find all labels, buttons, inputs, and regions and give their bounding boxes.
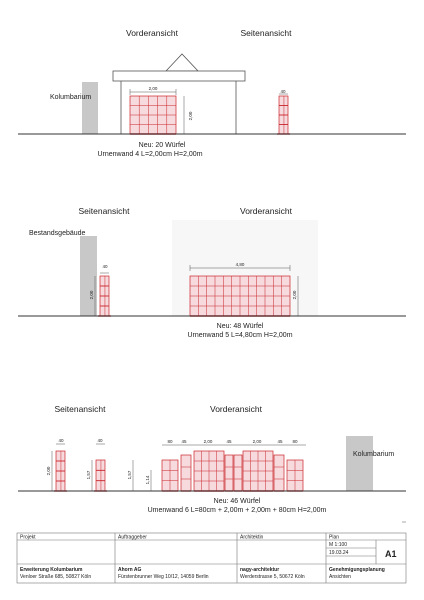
- s2-dim-side: 40: [102, 264, 108, 269]
- s3-dim-top-1: 45: [181, 439, 187, 444]
- s2-caption-2: Urnenwand 5 L=4,80cm H=2,00m: [187, 332, 292, 339]
- s3-dim-top-2: 2,00: [204, 439, 213, 444]
- tb-client-address: Fürstenbrunner Weg 10/12, 14059 Berlin: [118, 574, 209, 580]
- tb-plan-number: A1: [385, 549, 397, 559]
- tb-architect-address: Werderstrasse 5, 50672 Köln: [240, 574, 305, 580]
- s1-dim-height: 2,00: [188, 111, 193, 120]
- s3-wall-center-left: [193, 450, 225, 492]
- tb-scale: M 1:100: [329, 542, 347, 548]
- s3-existing-columbarium: [346, 436, 373, 491]
- s3-dim-top-6: 80: [292, 439, 298, 444]
- s3-side-dim-lines: [51, 451, 93, 491]
- tb-header-project: Projekt: [20, 535, 36, 541]
- s2-dim-height-left: 2,00: [89, 290, 94, 299]
- s1-cube-grid: [129, 95, 177, 135]
- s1-dim-width: 2,00: [149, 86, 158, 91]
- s3-dim-side-a: 40: [58, 438, 64, 443]
- s3-dim-top-5: 45: [277, 439, 283, 444]
- tb-plan-content: Ansichten: [329, 574, 351, 580]
- s3-side-stack-a: [54, 450, 67, 492]
- s1-side-wall: [277, 93, 290, 135]
- s3-wall-step-right: [273, 454, 285, 492]
- s3-dim-side-b: 40: [97, 438, 103, 443]
- tb-architect-name: nagy-architektur: [240, 567, 279, 573]
- tb-client-name: Ahorn AG: [118, 567, 142, 573]
- s1-side-stack: [277, 95, 290, 135]
- tb-project-name: Erweiterung Kolumbarium: [20, 567, 83, 573]
- s2-dim-height-right: 2,00: [292, 290, 297, 299]
- s1-front-wall: [129, 95, 177, 135]
- tb-header-plan: Plan: [329, 535, 339, 541]
- s3-wall-center-right: [242, 450, 274, 492]
- s3-dim-h-a: 2,00: [46, 466, 51, 475]
- s3-side-view-title: Seitenansicht: [54, 404, 106, 414]
- s2-front-dims: [189, 265, 299, 316]
- s1-existing-label: Kolumbarium: [50, 94, 91, 101]
- tb-project-address: Venloer Straße 685, 50827 Köln: [20, 574, 91, 580]
- s3-dim-top-3: 45: [226, 439, 232, 444]
- s3-wall-step-left: [180, 454, 192, 492]
- s3-front-view-title: Vorderansicht: [210, 404, 263, 414]
- s3-dim-top-0: 80: [167, 439, 173, 444]
- s2-caption-1: Neu: 48 Würfel: [217, 323, 264, 330]
- s1-dim-side: 40: [280, 89, 286, 94]
- s2-side-view-title: Seitenansicht: [78, 206, 130, 216]
- s3-wall-outer-right: [286, 459, 304, 492]
- title-block: [16, 532, 407, 584]
- s3-front-walls: [161, 450, 304, 492]
- s3-dim-h-d: 1,14: [145, 475, 150, 484]
- s1-front-dims: [129, 89, 185, 134]
- s1-front-view-title: Vorderansicht: [126, 28, 179, 38]
- s2-existing-label: Bestandsgebäude: [29, 230, 86, 237]
- s3-dim-h-c: 1,57: [127, 470, 132, 479]
- s3-front-dims: [132, 444, 306, 491]
- s2-side-stack: [98, 275, 111, 317]
- s2-side-wall: [98, 272, 111, 317]
- s2-front-wall: [189, 275, 291, 317]
- s3-dim-top-4: 2,00: [253, 439, 262, 444]
- s3-existing-label: Kolumbarium: [353, 451, 394, 458]
- s2-front-view-title: Vorderansicht: [240, 206, 293, 216]
- s3-caption-1: Neu: 46 Würfel: [214, 498, 261, 505]
- s1-caption-1: Neu: 20 Würfel: [139, 142, 186, 149]
- s2-dim-width: 4,80: [236, 262, 245, 267]
- s3-wall-step-mid-a: [224, 454, 234, 492]
- s3-wall-step-mid-b: [233, 454, 243, 492]
- s1-side-view-title: Seitenansicht: [240, 28, 292, 38]
- s1-caption-2: Urnenwand 4 L=2,00cm H=2,00m: [97, 151, 202, 158]
- s3-side-walls: [54, 443, 107, 492]
- tb-plan-type: Genehmigungsplanung: [329, 567, 385, 573]
- s2-cube-grid: [189, 275, 291, 317]
- tb-header-client: Auftraggeber: [118, 535, 147, 541]
- s3-dim-h-b: 1,57: [86, 470, 91, 479]
- tb-date: 19.03.24: [329, 550, 349, 556]
- s1-existing-columbarium: [82, 82, 98, 134]
- s3-caption-2: Umenwand 6 L=80cm + 2,00m + 2,00m + 80cm…: [148, 507, 327, 514]
- s2-existing-building: [80, 236, 97, 316]
- s3-side-stack-b: [94, 459, 107, 492]
- s3-wall-outer-left: [161, 459, 179, 492]
- s1-canopy: [112, 53, 246, 134]
- tb-header-architect: Architektin: [240, 535, 264, 541]
